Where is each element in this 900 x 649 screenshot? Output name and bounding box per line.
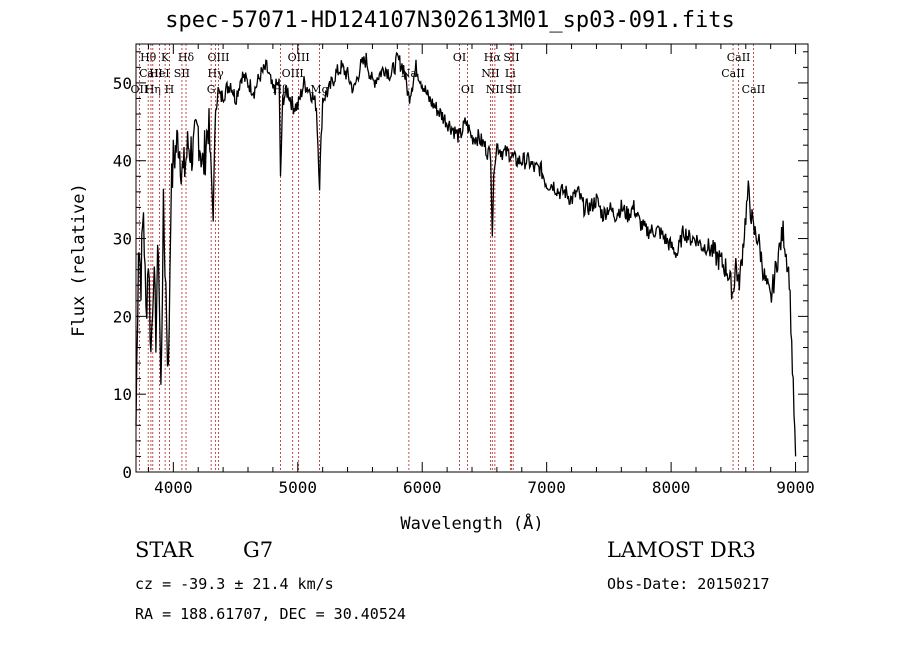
object-subclass: G7: [243, 538, 274, 562]
tick-label: 30: [113, 230, 132, 249]
chart-title: spec-57071-HD124107N302613M01_sp03-091.f…: [165, 8, 735, 33]
tick-label: 4000: [154, 478, 193, 497]
line-marker-label: OIII: [282, 67, 304, 80]
tick-label: 6000: [403, 478, 442, 497]
line-marker-label: Hα: [484, 51, 502, 64]
line-marker-label: Li: [505, 67, 516, 80]
line-marker-label: CaII: [721, 67, 745, 80]
tick-label: 9000: [776, 478, 815, 497]
tick-label: 40: [113, 152, 132, 171]
tick-label: 7000: [527, 478, 566, 497]
line-marker-label: SII: [505, 83, 521, 96]
spectrum-line: [135, 51, 797, 457]
line-marker-label: H: [165, 83, 175, 96]
line-marker-label: OIII: [288, 51, 310, 64]
tick-label: 0: [122, 463, 132, 482]
line-marker-label: Hγ: [208, 67, 225, 80]
x-axis-label: Wavelength (Å): [400, 512, 543, 534]
tick-label: 20: [113, 307, 132, 326]
tick-label: 5000: [279, 478, 318, 497]
line-marker-label: OI: [461, 83, 474, 96]
line-marker-label: Hβ: [273, 83, 289, 96]
tick-label: 10: [113, 385, 132, 404]
line-marker-label: G: [207, 83, 216, 96]
line-marker-label: CaII: [727, 51, 751, 64]
line-marker-label: HeI: [149, 67, 169, 80]
line-marker-label: Hθ: [140, 51, 157, 64]
y-axis-label: Flux (relative): [69, 183, 89, 337]
line-marker-label: OIII: [207, 51, 229, 64]
survey-name: LAMOST DR3: [607, 538, 756, 562]
line-marker-label: OI: [453, 51, 466, 64]
redshift-text: cz = -39.3 ± 21.4 km/s: [135, 575, 334, 593]
obs-date-text: Obs-Date: 20150217: [607, 575, 770, 593]
coordinates-text: RA = 188.61707, DEC = 30.40524: [135, 605, 406, 623]
line-marker-label: Hδ: [178, 51, 195, 64]
line-marker-label: Hη: [145, 83, 161, 96]
line-marker-label: NII: [481, 67, 499, 80]
tick-label: 50: [113, 74, 132, 93]
object-class: STAR: [135, 538, 194, 562]
line-marker-label: CaII: [742, 83, 766, 96]
line-marker-label: OII: [131, 83, 149, 96]
line-marker-label: CaII: [139, 67, 163, 80]
tick-label: 8000: [652, 478, 691, 497]
line-marker-label: SII: [503, 51, 519, 64]
line-marker-label: Mg: [310, 83, 328, 96]
line-marker-label: K: [161, 51, 170, 64]
line-marker-label: SII: [174, 67, 190, 80]
axis-ticks: 4000 5000 6000 7000 8000 9000 0 10 20 30 40 50: [113, 44, 815, 497]
plot-frame: [135, 43, 809, 473]
line-marker-label: NII: [486, 83, 504, 96]
